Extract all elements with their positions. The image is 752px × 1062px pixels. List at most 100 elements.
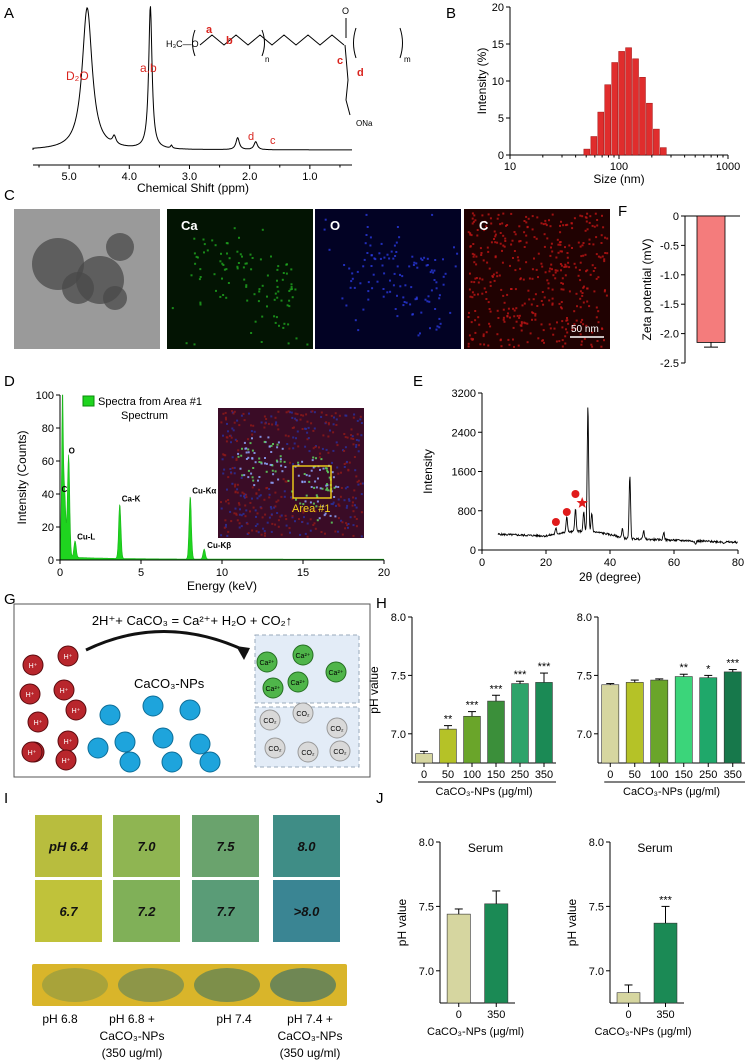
eds-inset-pixel	[310, 469, 313, 472]
map-pixel	[225, 268, 228, 271]
map-pixel	[362, 265, 365, 268]
scheme-co2-label: CO₂	[330, 726, 344, 733]
scheme-calcium-ion	[325, 661, 347, 683]
xrd-x-tick-label: 0	[479, 557, 485, 569]
eds-inset-pixel	[222, 453, 225, 456]
map-pixel	[419, 332, 421, 335]
map-pixel	[540, 262, 543, 265]
eds-inset-pixel	[352, 496, 355, 499]
structure-side-chain	[344, 44, 349, 81]
eds-inset-pixel	[346, 486, 349, 488]
map-pixel	[432, 271, 435, 274]
map-pixel	[285, 263, 288, 266]
eds-inset-pixel	[260, 421, 263, 424]
map-pixel	[605, 294, 608, 297]
H-right-significance: ***	[726, 658, 740, 670]
map-pixel	[370, 254, 373, 257]
zeta-y-tick-label: -1.5	[660, 299, 679, 311]
map-pixel	[483, 287, 486, 290]
eds-inset-pixel	[359, 418, 362, 421]
map-pixel	[566, 331, 569, 334]
map-pixel	[554, 271, 557, 274]
map-pixel	[556, 238, 559, 241]
xrd-y-tick-label: 0	[470, 545, 476, 557]
eds-inset-pixel	[252, 506, 255, 509]
map-pixel	[394, 308, 397, 310]
eds-inset-pixel	[301, 460, 304, 463]
ph-swatch: >8.0	[273, 880, 340, 942]
map-pixel	[276, 285, 279, 288]
eds-inset-pixel	[341, 533, 344, 536]
ph-strip-caption: pH 7.4	[182, 1011, 286, 1028]
eds-inset-pixel	[314, 446, 317, 448]
map-pixel	[383, 272, 386, 275]
map-pixel	[369, 236, 372, 239]
eds-inset-pixel	[325, 448, 328, 451]
map-pixel	[485, 298, 488, 300]
J-left-x-label: CaCO₃-NPs (μg/ml)	[427, 1026, 524, 1038]
map-pixel	[245, 285, 248, 288]
map-pixel	[566, 252, 569, 254]
map-pixel	[389, 279, 391, 282]
eds-inset-pixel	[335, 441, 338, 444]
xrd-x-tick-label: 80	[732, 557, 744, 569]
map-pixel	[438, 317, 441, 320]
zeta-y-tick-label: -2.5	[660, 358, 679, 370]
eds-inset-pixel	[259, 435, 262, 438]
eds-inset-pixel	[321, 505, 324, 508]
map-pixel	[573, 323, 576, 326]
eds-inset-pixel	[225, 418, 227, 421]
eds-inset-pixel	[332, 501, 335, 504]
eds-inset-pixel	[351, 504, 354, 507]
eds-inset-pixel	[330, 503, 333, 505]
map-pixel	[606, 237, 609, 240]
nmr-peak-label-d2o: D₂O	[66, 69, 89, 83]
map-pixel	[551, 303, 554, 306]
eds-inset-pixel	[352, 416, 355, 419]
eds-inset-pixel	[336, 444, 339, 447]
dls-bar	[646, 102, 653, 156]
J-left-y-tick-label: 7.5	[419, 901, 434, 913]
map-pixel	[277, 290, 280, 293]
nmr-x-label: Chemical Shift (ppm)	[137, 181, 249, 195]
map-pixel	[527, 289, 530, 292]
map-pixel	[583, 285, 585, 288]
map-pixel	[540, 222, 543, 225]
map-pixel	[586, 269, 589, 272]
ph-strip-caption: pH 6.8	[8, 1011, 112, 1028]
scheme-nanoparticle	[179, 699, 201, 721]
scheme-proton	[27, 711, 49, 733]
eds-inset-pixel	[233, 512, 236, 515]
map-pixel	[577, 241, 580, 244]
eds-inset-pixel	[230, 471, 232, 474]
structure-ona: ONa	[356, 119, 373, 128]
map-pixel	[490, 222, 493, 225]
eds-inset-pixel	[356, 419, 359, 422]
map-pixel	[588, 305, 591, 308]
map-pixel	[471, 217, 474, 220]
structure-b: b	[226, 35, 233, 47]
map-pixel	[414, 298, 417, 301]
eds-inset-pixel	[289, 461, 291, 464]
map-pixel	[550, 242, 553, 245]
map-pixel	[410, 286, 413, 289]
map-pixel	[581, 294, 584, 297]
map-pixel	[372, 273, 375, 276]
map-pixel	[353, 286, 356, 289]
map-pixel	[472, 338, 474, 341]
eds-inset-pixel	[276, 443, 279, 446]
map-pixel	[489, 217, 492, 220]
map-pixel	[424, 298, 427, 301]
scheme-proton	[65, 699, 87, 721]
eds-inset-pixel	[306, 522, 309, 525]
scheme-proton	[21, 741, 43, 763]
eds-inset-pixel	[249, 501, 252, 504]
map-pixel	[374, 258, 377, 261]
eds-inset-pixel	[295, 498, 297, 501]
map-pixel	[483, 220, 486, 223]
eds-inset-pixel	[243, 441, 246, 444]
map-pixel	[532, 312, 535, 315]
eds-inset-pixel	[256, 523, 259, 526]
eds-inset-pixel	[338, 414, 341, 417]
eds-inset-pixel	[322, 467, 325, 470]
